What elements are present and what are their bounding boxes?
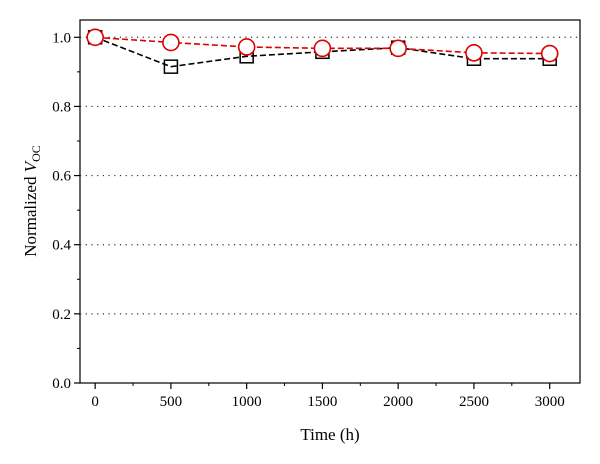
- y-tick-label-0: 0.0: [52, 376, 71, 392]
- series-0-point-1: [163, 59, 179, 74]
- series-1-point-2: [237, 38, 256, 56]
- y-tick-label-3: 0.6: [52, 169, 71, 185]
- series-1-point-3: [313, 39, 332, 58]
- grid: [80, 36, 580, 315]
- x-tick-label-5: 2500: [459, 394, 489, 410]
- x-tick-label-4: 2000: [383, 394, 413, 410]
- y-axis-title-sub: OC: [29, 145, 43, 162]
- series-1-point-4: [389, 39, 407, 58]
- y-tick-label-5: 1.0: [52, 30, 71, 46]
- plot-frame: [79, 19, 581, 384]
- y-tick-label-2: 0.4: [52, 238, 71, 254]
- x-tick-label-2: 1000: [232, 394, 262, 410]
- y-axis-title-var: V: [21, 159, 40, 172]
- x-tick-label-6: 3000: [535, 394, 565, 410]
- series-1-point-0: [86, 28, 104, 47]
- y-tick-label-4: 0.8: [52, 99, 71, 115]
- series-1-point-1: [162, 33, 180, 52]
- x-tick-label-1: 500: [160, 394, 183, 410]
- x-axis-title: Time (h): [300, 425, 359, 444]
- ticks: 0 500 1000 1500 2000 2500 3000 0.0 0.2 0.4 0.6 0.8 1…: [52, 30, 564, 410]
- x-tick-label-3: 1500: [307, 394, 337, 410]
- y-axis-title-prefix: Normalized: [21, 172, 40, 257]
- y-tick-label-1: 0.2: [52, 307, 71, 323]
- y-axis-title: Normalized VOC: [21, 145, 43, 257]
- x-tick-label-0: 0: [91, 394, 99, 410]
- series-1-point-5: [465, 44, 483, 62]
- series-0-line: [94, 36, 550, 68]
- series: [86, 28, 559, 74]
- series-1-point-6: [540, 44, 559, 63]
